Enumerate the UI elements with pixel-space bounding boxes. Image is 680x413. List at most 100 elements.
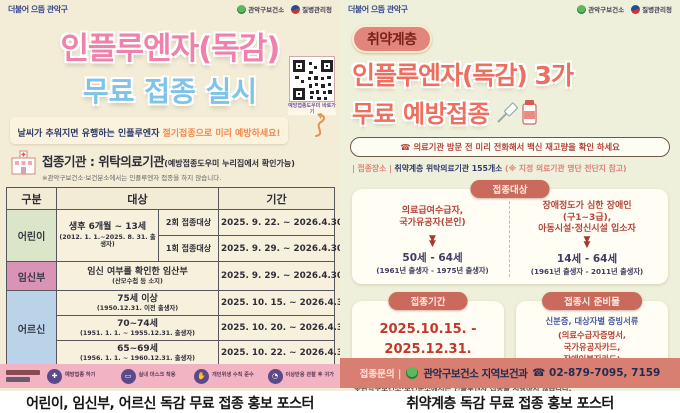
target-groups-badge: 접종대상: [470, 180, 550, 198]
child-target-sub: (2012. 1. 1.~2025. 8. 31. 출생자): [59, 233, 156, 249]
gwanak-slogan-logo: 더불어 으뜸 관악구: [8, 5, 68, 14]
senior70-target: 70~74세: [117, 318, 158, 329]
target-right-age: 14세 - 64세: [556, 252, 618, 265]
prep-line1: 신분증, 대상자별 증빙서류: [545, 315, 639, 326]
child-round1-period: 2025. 9. 29. ~ 2026.4.30.: [218, 235, 340, 262]
left-footer-strip: ✚ 예방접종 하기 ▭ 실내 마스크 착용 ✋ 개인위생 수칙 준수 ◔ 이상반…: [0, 364, 340, 388]
footer-item-observe: ◔ 이상반응 관찰 후 귀가: [267, 368, 335, 384]
target-left-birth: (1961년 출생자 - 1975년 출생자): [376, 265, 489, 275]
kdca-taegeuk-icon: [631, 4, 641, 14]
down-arrow-icon: ▼ ▼: [429, 234, 436, 249]
target-left-age: 50세 - 64세: [402, 251, 463, 264]
right-poster-header: 더불어 으뜸 관악구 관악구보건소 질병관리청: [340, 0, 680, 20]
pregnant-target-sub: (산모수첩 등 소지): [112, 277, 163, 285]
row-label-senior: 어르신: [6, 290, 57, 366]
kdca-taegeuk-icon: [291, 4, 301, 14]
target-right-who1: 장애정도가 심한 장애인: [542, 201, 632, 211]
health-center-icon: [237, 4, 247, 14]
prep-line3: 국가유공자카드,: [563, 341, 621, 352]
period-badge: 접종기간: [388, 291, 468, 310]
qr-code-pattern: [293, 60, 333, 100]
kdca-name: 질병관리청: [642, 6, 672, 14]
left-poster-header: 더불어 으뜸 관악구 관악구보건소 질병관리청: [0, 0, 340, 20]
left-poster-title-line1: 인플루엔자(독감): [60, 31, 281, 67]
qr-code: [289, 56, 335, 102]
health-center-logo: 관악구보건소: [577, 4, 624, 14]
hand-wash-icon: ✋: [194, 368, 209, 384]
clock-icon: ◔: [267, 368, 283, 384]
clinic-note: ※관악구보건소·보건분소에서는 인플루엔자 접종을 하지 않습니다.: [42, 174, 222, 182]
senior75-target-sub: (1950.12.31. 이전 출생자): [96, 304, 179, 312]
place-label: | 접종장소 |: [352, 164, 392, 173]
right-poster-caption: 취약계층 독감 무료 접종 홍보 포스터: [406, 396, 614, 412]
vaccination-schedule-table: 구분 대상 기간 어린이 생후 6개월 ~ 13세 (2012. 1. 1.~2…: [6, 187, 340, 366]
clinic-heading: 접종기관 : 위탁의료기관: [42, 154, 165, 169]
clinic-heading-sub: (예방접종도우미 누리집에서 확인가능): [164, 159, 295, 168]
target-left-who: 의료급여수급자, 국가유공자(본인): [356, 201, 509, 235]
pregnant-period: 2025. 9. 29. ~ 2026.4.30.: [218, 261, 340, 291]
poster-pair: 더불어 으뜸 관악구 관악구보건소 질병관리청 인플루엔자(독감) 무료 접종 …: [0, 0, 680, 391]
col-header-period: 기간: [218, 187, 335, 210]
target-group-disabled: 장애정도가 심한 장애인 (구1~3급), 아동시설·정신시설 입소자 ▼ ▼ 1…: [510, 201, 664, 277]
hospital-icon: [11, 150, 36, 175]
footer-label: 이상반응 관찰 후 귀가: [285, 372, 334, 379]
place-text: 취약계층 위탁의료기관 155개소: [394, 164, 503, 173]
curly-arrow-icon: [315, 113, 325, 137]
org-logos: 관악구보건소 질병관리청: [577, 4, 672, 14]
period-line1: 2025.10.15. -: [379, 321, 477, 337]
vulnerable-groups-badge: 취약계층: [352, 25, 432, 53]
table-row-pregnant: 임신부 임신 여부를 확인한 임산부 (산모수첩 등 소지) 2025. 9. …: [6, 261, 340, 291]
kdca-logo: 질병관리청: [631, 4, 672, 14]
child-target-cell: 생후 6개월 ~ 13세 (2012. 1. 1.~2025. 8. 31. 출…: [56, 209, 159, 262]
poster-free-flu-vaccination: 더불어 으뜸 관악구 관악구보건소 질병관리청 인플루엔자(독감) 무료 접종 …: [0, 0, 340, 391]
child-round2-period: 2025. 9. 22. ~ 2026.4.30.: [218, 209, 340, 236]
poster-vulnerable-groups-flu: 더불어 으뜸 관악구 관악구보건소 질병관리청 취약계층 인플루엔자(독감) 3…: [340, 0, 680, 391]
contact-bar: 접종문의 | 관악구보건소 지역보건과 ☎ 02-879-7095, 7159: [340, 358, 680, 388]
right-title-text: 무료 예방접종: [352, 100, 490, 128]
right-contact-org: 관악구보건소 지역보건과: [423, 367, 528, 380]
period-dates: 2025.10.15. - 2025.12.31.: [354, 320, 502, 360]
health-center-name: 관악구보건소: [588, 6, 625, 14]
table-row-child-round2: 어린이 생후 6개월 ~ 13세 (2012. 1. 1.~2025. 8. 3…: [6, 209, 340, 262]
senior65-target-sub: (1956. 1. 1. ~ 1960.12.31. 출생자): [79, 354, 196, 362]
qr-block: 예방접종도우미 바로가기: [288, 56, 336, 115]
kdca-logo: 질병관리청: [291, 4, 332, 14]
senior70-target-cell: 70~74세 (1951. 1. 1. ~ 1955.12.31. 출생자): [56, 315, 219, 341]
gwanak-slogan-logo: 더불어 으뜸 관악구: [348, 5, 408, 14]
health-center-icon: [577, 4, 587, 14]
footer-item-mask: ▭ 실내 마스크 착용: [120, 368, 188, 384]
left-poster-caption: 어린이, 임신부, 어르신 독감 무료 접종 홍보 포스터: [26, 396, 314, 412]
senior65-target: 65~69세: [117, 343, 158, 354]
prep-badge: 접종시 준비물: [542, 291, 642, 310]
syringe-vial-icon: [497, 99, 537, 125]
target-right-birth: (1961년 출생자 - 2011년 출생자): [530, 266, 644, 276]
child-round1-label: 1회 접종대상: [158, 235, 219, 262]
senior65-period: 2025. 10. 22. ~ 2026.4.30.: [218, 340, 340, 366]
target-right-who: 장애정도가 심한 장애인 (구1~3급), 아동시설·정신시설 입소자: [510, 201, 664, 236]
target-right-who2: (구1~3급),: [562, 212, 612, 223]
col-header-type: 구분: [6, 187, 57, 210]
down-arrow-icon: ▼ ▼: [583, 235, 591, 250]
col-header-target: 대상: [56, 187, 219, 210]
table-row-senior-75: 어르신 75세 이상 (1950.12.31. 이전 출생자) 2025. 10…: [6, 290, 340, 366]
child-target: 생후 6개월 ~ 13세: [68, 222, 147, 233]
child-round2-label: 2회 접종대상: [158, 209, 219, 236]
period-line2: 2025.12.31.: [384, 341, 472, 357]
health-center-icon-small: [406, 367, 419, 379]
notice-plain-text: 날씨가 추워지면 유행하는 인플루엔자: [17, 129, 163, 139]
footer-item-vaccinate: ✚ 예방접종 하기: [47, 368, 114, 384]
right-poster-title-line2: 무료 예방접종: [352, 94, 680, 129]
mask-icon: ▭: [120, 368, 136, 384]
senior65-target-cell: 65~69세 (1956. 1. 1. ~ 1960.12.31. 출생자): [56, 340, 219, 366]
right-contact-phone: ☎ 02-879-7095, 7159: [532, 367, 661, 379]
prep-line2: (의료수급자증명서,: [557, 329, 626, 340]
right-poster-title-line1: 인플루엔자(독감) 3가: [352, 61, 574, 90]
syringe-icon: ✚: [47, 368, 62, 384]
clinic-info: 접종기관 : 위탁의료기관(예방접종도우미 누리집에서 확인가능) ※관악구보건…: [10, 150, 332, 182]
senior75-target: 75세 이상: [117, 293, 158, 304]
org-logos: 관악구보건소 질병관리청: [237, 4, 332, 14]
table-row-senior-70: 70~74세 (1951. 1. 1. ~ 1955.12.31. 출생자) 2…: [7, 315, 340, 341]
target-left-who1: 의료급여수급자,: [401, 206, 464, 217]
place-note: (※ 지정 의료기관 명단 전단지 참고): [505, 164, 627, 173]
